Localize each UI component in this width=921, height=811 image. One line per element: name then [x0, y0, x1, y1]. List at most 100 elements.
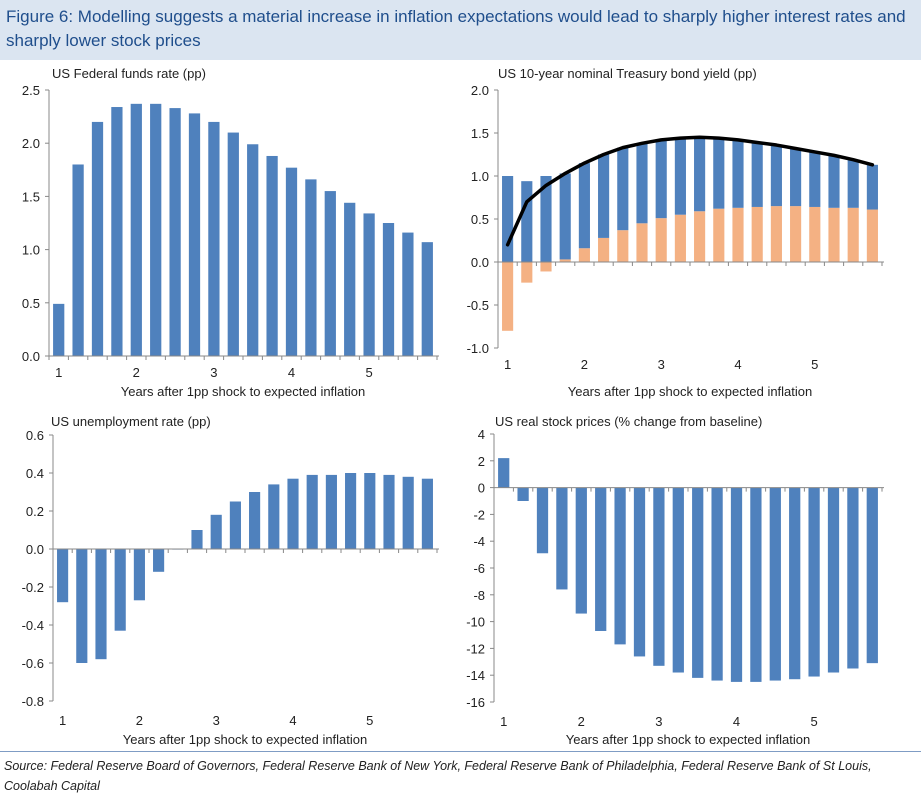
- x-tick-label: 5: [365, 365, 372, 380]
- bar-orange: [866, 209, 878, 262]
- bar: [249, 492, 261, 549]
- x-tick-label: 4: [288, 365, 295, 380]
- x-tick-label: 4: [734, 357, 741, 372]
- divider: [0, 751, 921, 752]
- bar: [750, 487, 762, 682]
- bar: [633, 487, 646, 657]
- y-tick-label: -10: [466, 615, 485, 630]
- bar-orange: [559, 259, 571, 262]
- bar: [153, 549, 165, 572]
- bar: [383, 474, 395, 549]
- bar: [57, 549, 69, 603]
- bar: [614, 487, 626, 645]
- bar: [827, 487, 840, 673]
- bar-blue: [828, 155, 840, 208]
- y-tick-label: -0.5: [467, 298, 489, 313]
- x-tick-label: 1: [504, 357, 511, 372]
- bar-blue: [674, 138, 686, 215]
- y-tick-label: -0.6: [22, 656, 44, 671]
- bar-orange: [521, 262, 533, 283]
- y-tick-label: 0.0: [471, 255, 489, 270]
- bar: [575, 487, 587, 614]
- bar: [53, 303, 65, 356]
- bar: [769, 487, 781, 681]
- bar: [111, 107, 123, 356]
- bar-blue: [617, 147, 629, 231]
- stock-prices-chart: US real stock prices (% change from base…: [466, 414, 884, 747]
- bar: [556, 487, 568, 590]
- bar: [305, 179, 317, 356]
- bar: [364, 473, 376, 549]
- bar: [208, 121, 220, 356]
- bar: [595, 487, 607, 631]
- title-band: [0, 0, 921, 60]
- source-note: Source: Federal Reserve Board of Governo…: [4, 759, 872, 793]
- bar-blue: [790, 148, 802, 207]
- bar-orange: [751, 206, 763, 262]
- y-tick-label: -0.4: [22, 618, 44, 633]
- bar-blue: [502, 176, 514, 262]
- x-axis-title: Years after 1pp shock to expected inflat…: [568, 384, 813, 399]
- bar-blue: [598, 154, 610, 238]
- y-tick-label: -4: [473, 534, 485, 549]
- treasury-yield-chart: US 10-year nominal Treasury bond yield (…: [467, 66, 884, 399]
- y-tick-label: -16: [466, 695, 485, 710]
- fed-funds-chart: US Federal funds rate (pp) 0.0 0.5 1.0 1.5 2.…: [22, 66, 439, 399]
- x-tick-label: 2: [578, 714, 585, 729]
- x-tick-label: 1: [55, 365, 62, 380]
- y-tick-label: 0.0: [22, 349, 40, 364]
- y-tick-label: 0.5: [471, 212, 489, 227]
- y-tick-label: -0.2: [22, 580, 44, 595]
- y-tick-label: 0: [478, 481, 485, 496]
- x-axis-title: Years after 1pp shock to expected inflat…: [123, 732, 368, 747]
- y-tick-label: 1.5: [22, 189, 40, 204]
- chart-title: US unemployment rate (pp): [51, 414, 211, 429]
- bar: [287, 478, 299, 549]
- y-tick-label: 0.4: [26, 466, 44, 481]
- bar: [730, 487, 743, 682]
- chart-title: US real stock prices (% change from base…: [495, 414, 762, 429]
- y-tick-label: -2: [473, 507, 485, 522]
- bar: [150, 103, 162, 356]
- bar: [191, 530, 203, 549]
- x-tick-label: 2: [133, 365, 140, 380]
- y-tick-label: 2.0: [22, 136, 40, 151]
- y-tick-label: 2: [478, 454, 485, 469]
- bar-blue: [751, 142, 763, 207]
- bar-orange: [790, 206, 802, 262]
- bar-orange: [540, 262, 552, 272]
- y-tick-label: 0.6: [26, 428, 44, 443]
- bar-blue: [655, 139, 667, 219]
- bar: [227, 132, 239, 356]
- bar: [847, 487, 859, 669]
- y-tick-label: 1.5: [471, 126, 489, 141]
- bar-orange: [847, 207, 859, 262]
- x-axis-title: Years after 1pp shock to expected inflat…: [121, 384, 366, 399]
- bar: [711, 487, 723, 681]
- bar-orange: [636, 223, 648, 262]
- bar-orange: [732, 207, 744, 262]
- bar: [247, 144, 259, 356]
- y-tick-label: 2.5: [22, 83, 40, 98]
- bar: [692, 487, 704, 678]
- bar: [188, 113, 201, 356]
- bar-blue: [713, 138, 725, 209]
- y-tick-label: 0.0: [26, 542, 44, 557]
- bar: [76, 549, 88, 663]
- bar: [324, 191, 336, 356]
- bar: [268, 484, 280, 549]
- y-tick-label: 1.0: [471, 169, 489, 184]
- x-axis-title: Years after 1pp shock to expected inflat…: [566, 732, 811, 747]
- bar: [421, 478, 433, 549]
- y-tick-label: -1.0: [467, 341, 489, 356]
- chart-title: US Federal funds rate (pp): [52, 66, 206, 81]
- y-tick-label: -6: [473, 561, 485, 576]
- bar: [133, 549, 145, 601]
- y-tick-label: -14: [466, 668, 485, 683]
- x-tick-label: 1: [59, 713, 66, 728]
- bar: [498, 458, 510, 488]
- bar: [789, 487, 801, 680]
- bar: [325, 474, 337, 549]
- y-tick-label: 4: [478, 427, 485, 442]
- y-tick-label: -8: [473, 588, 485, 603]
